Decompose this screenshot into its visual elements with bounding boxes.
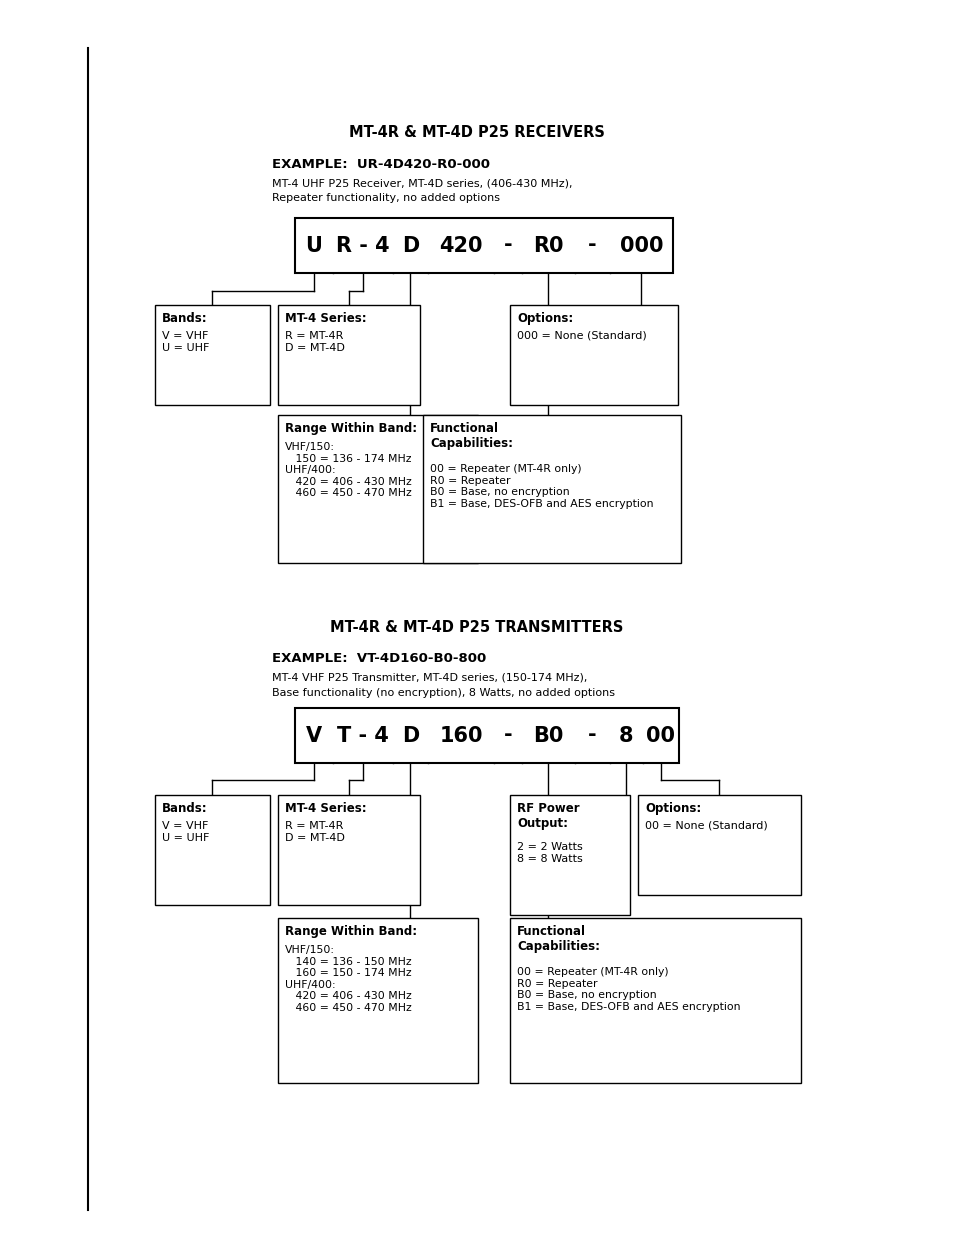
Text: Bands:: Bands: [162,802,208,815]
Text: -: - [503,236,512,256]
Text: Options:: Options: [644,802,700,815]
Text: Options:: Options: [517,312,573,325]
Text: R0: R0 [533,236,563,256]
Text: 00 = Repeater (MT-4R only)
R0 = Repeater
B0 = Base, no encryption
B1 = Base, DES: 00 = Repeater (MT-4R only) R0 = Repeater… [517,967,740,1011]
Text: RF Power
Output:: RF Power Output: [517,802,579,830]
Text: 00 = Repeater (MT-4R only)
R0 = Repeater
B0 = Base, no encryption
B1 = Base, DES: 00 = Repeater (MT-4R only) R0 = Repeater… [430,464,653,509]
Text: 2 = 2 Watts
8 = 8 Watts: 2 = 2 Watts 8 = 8 Watts [517,842,582,863]
Bar [277,795,419,905]
Text: Bands:: Bands: [162,312,208,325]
Text: T - 4: T - 4 [336,725,389,746]
Text: 00: 00 [646,725,675,746]
Text: 420: 420 [438,236,482,256]
Text: R = MT-4R
D = MT-4D: R = MT-4R D = MT-4D [285,331,345,353]
Text: Functional
Capabilities:: Functional Capabilities: [430,422,513,450]
Text: U: U [305,236,322,256]
Text: 00 = None (Standard): 00 = None (Standard) [644,821,767,831]
Text: 8: 8 [618,725,633,746]
Text: D: D [401,236,418,256]
Bar [510,795,629,915]
Bar [277,305,419,405]
Bar [154,795,270,905]
Text: Base functionality (no encryption), 8 Watts, no added options: Base functionality (no encryption), 8 Wa… [272,688,615,698]
Text: -: - [588,236,597,256]
Text: MT-4 UHF P25 Receiver, MT-4D series, (406-430 MHz),: MT-4 UHF P25 Receiver, MT-4D series, (40… [272,178,572,188]
Text: R = MT-4R
D = MT-4D: R = MT-4R D = MT-4D [285,821,345,842]
Text: V = VHF
U = UHF: V = VHF U = UHF [162,331,209,353]
Bar [154,305,270,405]
Bar [510,305,678,405]
Text: MT-4 Series:: MT-4 Series: [285,312,366,325]
Text: V: V [306,725,322,746]
Bar [422,415,680,563]
Text: 000 = None (Standard): 000 = None (Standard) [517,331,646,341]
Text: MT-4 VHF P25 Transmitter, MT-4D series, (150-174 MHz),: MT-4 VHF P25 Transmitter, MT-4D series, … [272,672,587,682]
Text: Functional
Capabilities:: Functional Capabilities: [517,925,599,953]
Text: MT-4R & MT-4D P25 RECEIVERS: MT-4R & MT-4D P25 RECEIVERS [349,125,604,140]
Text: Range Within Band:: Range Within Band: [285,422,416,435]
Bar [294,708,679,763]
Bar [277,918,477,1083]
Text: V = VHF
U = UHF: V = VHF U = UHF [162,821,209,842]
Text: Range Within Band:: Range Within Band: [285,925,416,939]
Text: EXAMPLE:  VT-4D160-B0-800: EXAMPLE: VT-4D160-B0-800 [272,652,486,664]
Text: MT-4 Series:: MT-4 Series: [285,802,366,815]
Text: -: - [503,725,512,746]
Text: -: - [588,725,597,746]
Text: EXAMPLE:  UR-4D420-R0-000: EXAMPLE: UR-4D420-R0-000 [272,158,490,170]
Text: Repeater functionality, no added options: Repeater functionality, no added options [272,193,499,203]
Text: R - 4: R - 4 [335,236,390,256]
Bar [294,219,672,273]
Text: MT-4R & MT-4D P25 TRANSMITTERS: MT-4R & MT-4D P25 TRANSMITTERS [330,620,623,635]
Bar [638,795,801,895]
Text: B0: B0 [533,725,563,746]
Text: VHF/150:
   140 = 136 - 150 MHz
   160 = 150 - 174 MHz
UHF/400:
   420 = 406 - 4: VHF/150: 140 = 136 - 150 MHz 160 = 150 -… [285,945,412,1013]
Text: D: D [401,725,418,746]
Bar [277,415,477,563]
Bar [510,918,801,1083]
Text: VHF/150:
   150 = 136 - 174 MHz
UHF/400:
   420 = 406 - 430 MHz
   460 = 450 - 4: VHF/150: 150 = 136 - 174 MHz UHF/400: 42… [285,442,412,499]
Text: 160: 160 [438,725,482,746]
Text: 000: 000 [619,236,662,256]
